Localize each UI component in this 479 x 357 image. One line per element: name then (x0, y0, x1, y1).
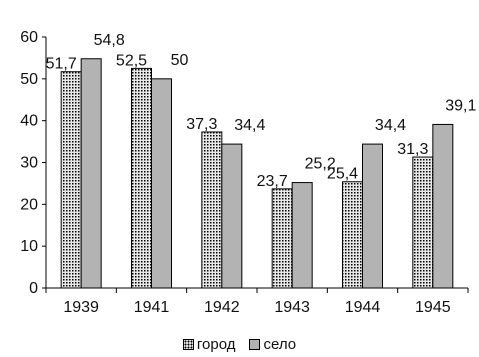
legend-label-gorod: город (196, 336, 236, 353)
legend-item-gorod: город (182, 336, 236, 353)
y-tick-label: 20 (20, 196, 38, 213)
x-tick-label: 1943 (274, 299, 310, 316)
data-label-selo: 39,1 (445, 97, 476, 114)
y-tick-label: 30 (20, 155, 38, 172)
legend-item-selo: село (249, 336, 296, 353)
bar-gorod (412, 156, 434, 289)
legend: город село (0, 336, 479, 353)
bar-gorod (271, 188, 293, 289)
x-tick-label: 1941 (134, 299, 170, 316)
bar-selo (151, 78, 172, 289)
bar-selo (80, 58, 102, 289)
y-tick-label: 0 (29, 280, 38, 297)
x-tick-label: 1944 (345, 299, 381, 316)
bar-selo (432, 123, 454, 289)
data-label-gorod: 23,7 (257, 173, 288, 190)
data-label-gorod: 51,7 (46, 56, 77, 73)
bar-gorod (60, 71, 82, 289)
data-label-gorod: 37,3 (186, 116, 217, 133)
legend-swatch-gorod (182, 339, 194, 350)
x-tick-label: 1945 (415, 299, 451, 316)
legend-swatch-selo (249, 339, 261, 350)
y-tick-label: 40 (20, 113, 38, 130)
x-tick-label: 1942 (204, 299, 240, 316)
bar-selo (362, 143, 383, 289)
y-tick-label: 50 (20, 71, 38, 88)
bar-selo (221, 143, 243, 289)
bar-gorod (131, 67, 152, 289)
bar-gorod (201, 131, 223, 289)
y-tick-label: 60 (20, 29, 38, 46)
y-tick-label: 10 (20, 238, 38, 255)
data-label-selo: 34,4 (375, 117, 406, 134)
data-label-selo: 25,2 (305, 156, 336, 173)
bar-selo (291, 182, 313, 289)
legend-label-selo: село (263, 336, 297, 353)
x-tick-label: 1939 (63, 299, 99, 316)
data-label-selo: 50 (171, 52, 189, 69)
data-label-selo: 34,4 (234, 117, 265, 134)
data-label-gorod: 31,3 (397, 141, 428, 158)
data-label-gorod: 52,5 (116, 52, 147, 69)
bar-gorod (342, 181, 363, 289)
data-label-selo: 54,8 (94, 32, 125, 49)
data-label-gorod: 25,4 (327, 166, 358, 183)
